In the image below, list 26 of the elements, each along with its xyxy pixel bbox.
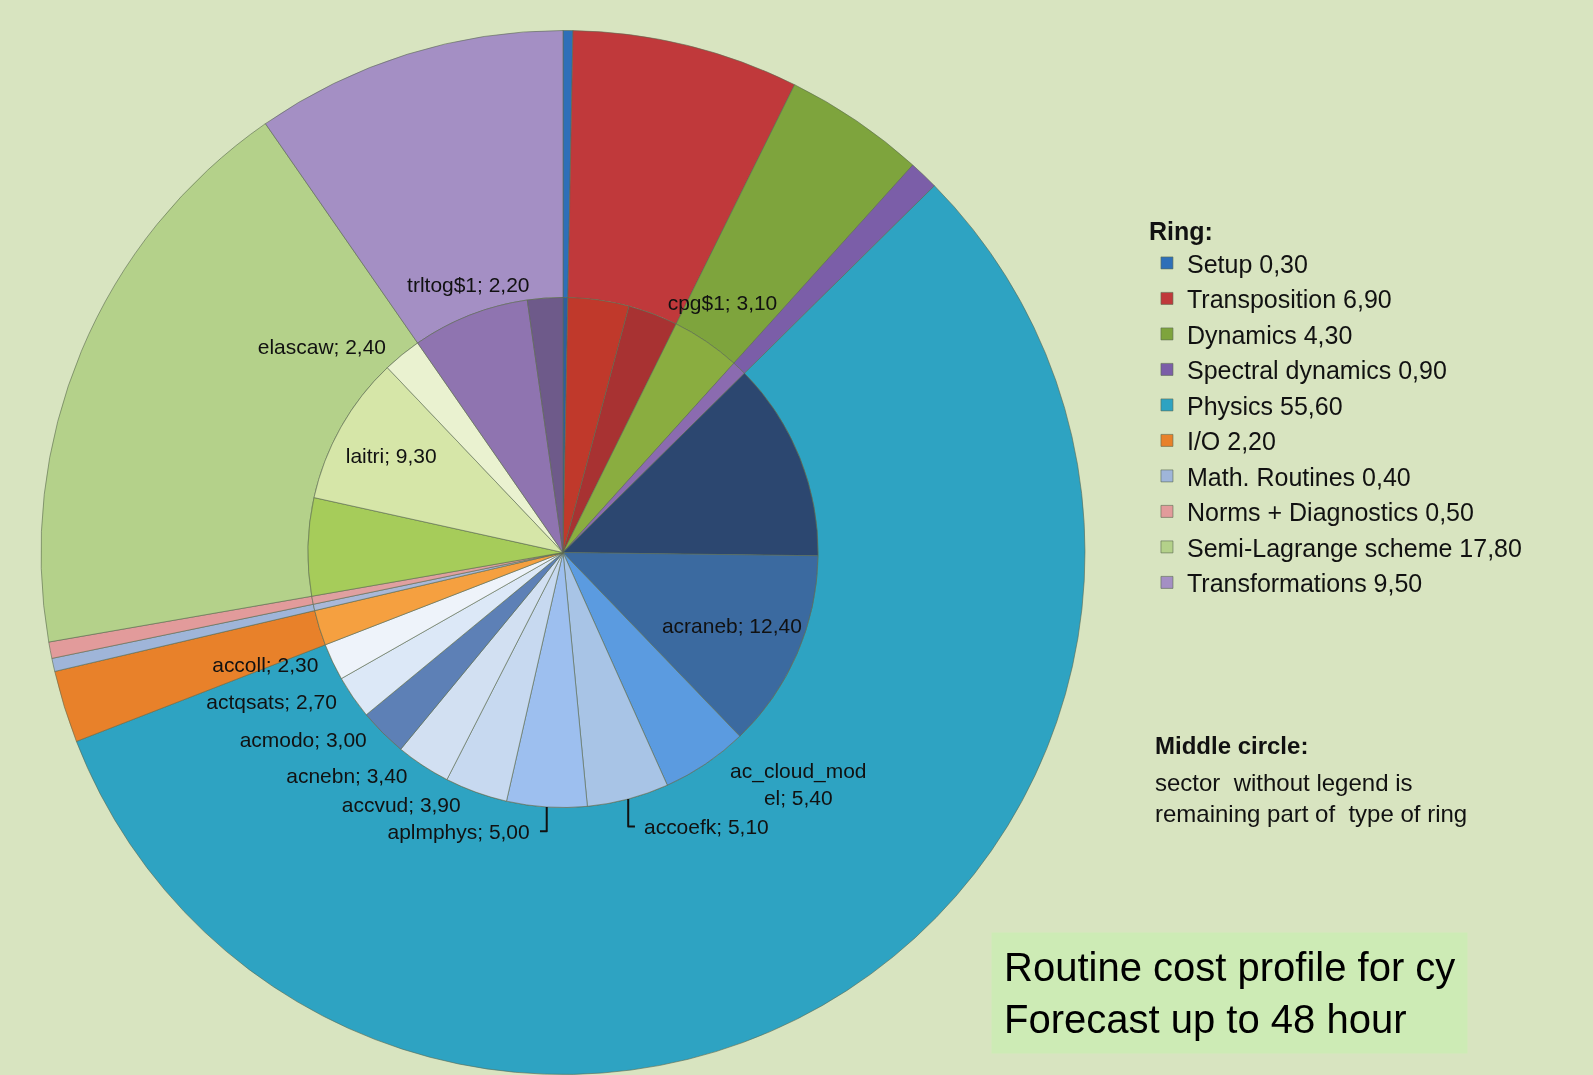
legend-label: Transposition 6,90	[1186, 285, 1392, 314]
text: Routine cost profile for cy Forecast up to 48 hour	[1004, 945, 1456, 1041]
legend-label: Norms + Diagnostics 0,50	[1186, 498, 1474, 527]
data-label: accoefk; 5,10	[643, 814, 769, 838]
legend-label: Physics 55,60	[1186, 391, 1343, 420]
legend-label: Semi-Lagrange scheme 17,80	[1186, 533, 1522, 562]
legend-label: Transformations 9,50	[1186, 569, 1423, 598]
legend-label: Setup 0,30	[1186, 249, 1308, 278]
data-label: trltog$1; 2,20	[407, 273, 530, 297]
data-label: acnebn; 3,40	[286, 763, 408, 787]
data-label: aplmphys; 5,00	[387, 819, 530, 843]
legend-title: Ring:	[1148, 217, 1213, 246]
legend-label: Spectral dynamics 0,90	[1186, 356, 1447, 385]
data-label: accvud; 3,90	[341, 792, 461, 816]
legend-label: I/O 2,20	[1186, 427, 1276, 456]
data-label: elascaw; 2,40	[257, 335, 386, 359]
data-label: actqsats; 2,70	[206, 689, 337, 713]
data-label: acmodo; 3,00	[239, 727, 367, 751]
text: Middle circle:	[1155, 732, 1309, 759]
data-label: ac_cloud_mod el; 5,40	[730, 758, 867, 809]
data-label: acraneb; 12,40	[661, 614, 802, 638]
data-label: accoll; 2,30	[212, 652, 319, 676]
legend-label: Dynamics 4,30	[1186, 320, 1353, 349]
data-label: laitri; 9,30	[345, 443, 437, 467]
text: sector without legend is remaining part of type of ring	[1155, 769, 1468, 828]
legend-label: Math. Routines 0,40	[1186, 462, 1411, 491]
